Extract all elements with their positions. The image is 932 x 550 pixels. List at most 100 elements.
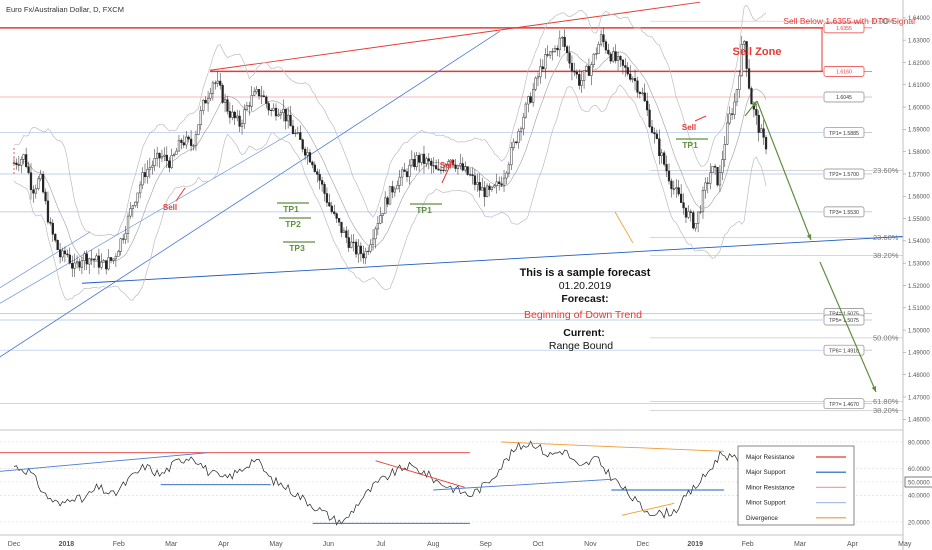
candle[interactable] [352, 234, 355, 252]
candle[interactable] [376, 216, 380, 236]
candle[interactable] [177, 134, 181, 152]
candle[interactable] [221, 83, 224, 104]
candle[interactable] [631, 76, 634, 83]
candle[interactable] [250, 86, 253, 111]
candle[interactable] [202, 99, 205, 115]
candle[interactable] [328, 193, 331, 208]
candle[interactable] [626, 62, 629, 77]
candle[interactable] [396, 180, 399, 190]
candle[interactable] [747, 59, 751, 90]
candle[interactable] [507, 161, 511, 178]
candle[interactable] [515, 140, 518, 145]
candle[interactable] [713, 163, 717, 175]
candle[interactable] [456, 164, 460, 175]
candle[interactable] [44, 188, 47, 205]
candle[interactable] [461, 157, 464, 172]
candle[interactable] [308, 148, 312, 163]
candle[interactable] [573, 62, 576, 77]
candle[interactable] [287, 106, 290, 129]
candle[interactable] [580, 70, 583, 93]
candle[interactable] [160, 149, 164, 163]
candle[interactable] [371, 229, 375, 251]
candle[interactable] [39, 169, 42, 182]
candle[interactable] [71, 255, 74, 277]
candle[interactable] [493, 184, 496, 189]
candle[interactable] [743, 39, 746, 51]
candle[interactable] [216, 71, 219, 88]
candle[interactable] [468, 167, 472, 177]
candle[interactable] [718, 165, 722, 193]
candle[interactable] [58, 242, 62, 264]
candle[interactable] [85, 250, 88, 270]
candle[interactable] [692, 210, 695, 230]
candle[interactable] [134, 201, 137, 208]
candle[interactable] [391, 180, 394, 199]
candle[interactable] [597, 41, 600, 55]
candle[interactable] [335, 212, 338, 223]
candle[interactable] [549, 51, 552, 59]
candle[interactable] [490, 186, 494, 192]
candle[interactable] [755, 103, 758, 125]
candle[interactable] [578, 69, 581, 90]
candle[interactable] [694, 223, 697, 232]
candle[interactable] [80, 256, 84, 275]
candle[interactable] [532, 82, 535, 107]
candle[interactable] [359, 242, 363, 262]
candle[interactable] [684, 207, 688, 224]
candle[interactable] [517, 128, 520, 149]
candle[interactable] [762, 119, 765, 145]
candle[interactable] [621, 59, 625, 75]
candle[interactable] [757, 110, 760, 142]
candle[interactable] [558, 30, 561, 58]
candle[interactable] [296, 126, 299, 135]
candle[interactable] [570, 55, 574, 81]
candle[interactable] [15, 158, 18, 170]
candle[interactable] [347, 229, 350, 252]
candle[interactable] [425, 156, 428, 168]
candle[interactable] [325, 187, 329, 207]
candle[interactable] [585, 64, 588, 72]
candle[interactable] [413, 152, 416, 170]
candle[interactable] [510, 142, 513, 170]
candle[interactable] [529, 92, 532, 104]
candle[interactable] [556, 45, 559, 57]
candle[interactable] [279, 109, 282, 120]
candle[interactable] [665, 155, 668, 178]
candle[interactable] [369, 239, 372, 254]
candle[interactable] [294, 129, 297, 137]
candle[interactable] [109, 256, 113, 264]
candle[interactable] [233, 110, 236, 126]
candle[interactable] [582, 70, 586, 89]
candle[interactable] [255, 85, 258, 95]
candle[interactable] [337, 217, 341, 227]
candle[interactable] [760, 124, 763, 133]
candle[interactable] [172, 152, 176, 158]
candle[interactable] [675, 179, 678, 198]
candle[interactable] [61, 247, 64, 262]
candle[interactable] [728, 106, 731, 126]
candle[interactable] [56, 239, 59, 251]
candle[interactable] [442, 166, 445, 173]
candle[interactable] [350, 234, 353, 249]
candle[interactable] [291, 119, 295, 135]
candle[interactable] [750, 86, 753, 105]
candle[interactable] [306, 147, 309, 165]
candle[interactable] [587, 58, 591, 76]
candle[interactable] [614, 44, 617, 64]
candle[interactable] [240, 119, 244, 135]
candle[interactable] [92, 257, 96, 269]
candle[interactable] [262, 90, 265, 98]
candle[interactable] [29, 163, 33, 200]
candle[interactable] [500, 176, 503, 187]
candle[interactable] [333, 204, 336, 216]
candle[interactable] [590, 61, 593, 86]
candle[interactable] [320, 176, 324, 192]
candle[interactable] [27, 161, 30, 175]
candle[interactable] [544, 48, 547, 79]
candle[interactable] [485, 183, 489, 198]
candle[interactable] [434, 159, 438, 170]
candle[interactable] [83, 251, 86, 271]
candle[interactable] [175, 147, 178, 155]
candle[interactable] [546, 45, 549, 58]
candle[interactable] [199, 105, 202, 131]
